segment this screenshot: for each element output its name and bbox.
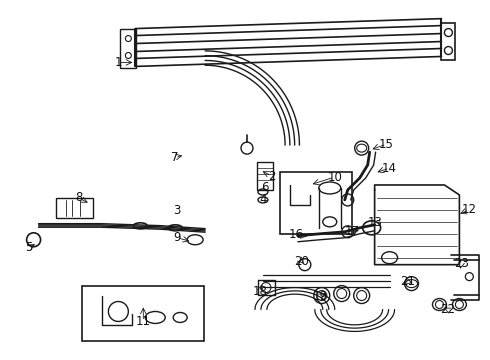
Text: 11: 11 xyxy=(136,315,151,328)
Text: 9: 9 xyxy=(173,231,181,244)
Text: 8: 8 xyxy=(75,192,82,204)
Text: 20: 20 xyxy=(294,255,309,268)
Text: 19: 19 xyxy=(312,290,327,303)
Text: 12: 12 xyxy=(462,203,477,216)
Bar xyxy=(280,172,352,234)
Text: 17: 17 xyxy=(344,225,359,238)
Bar xyxy=(55,198,94,218)
Text: 5: 5 xyxy=(25,241,32,254)
Bar xyxy=(441,23,455,60)
Text: 2: 2 xyxy=(268,170,276,183)
Text: 13: 13 xyxy=(367,216,382,229)
Text: 18: 18 xyxy=(252,285,268,298)
Text: 16: 16 xyxy=(288,228,303,241)
Text: 10: 10 xyxy=(327,171,342,184)
Text: 23: 23 xyxy=(454,257,469,270)
Text: 7: 7 xyxy=(172,150,179,163)
Text: 1: 1 xyxy=(115,56,122,69)
Text: 3: 3 xyxy=(173,204,181,217)
Text: 21: 21 xyxy=(400,275,415,288)
Text: 6: 6 xyxy=(261,181,269,194)
Bar xyxy=(82,285,204,341)
Text: 15: 15 xyxy=(379,138,394,150)
Bar xyxy=(257,162,273,190)
Bar xyxy=(121,28,136,68)
Text: 14: 14 xyxy=(382,162,397,175)
Text: 22: 22 xyxy=(440,303,455,316)
Text: 4: 4 xyxy=(259,193,267,206)
